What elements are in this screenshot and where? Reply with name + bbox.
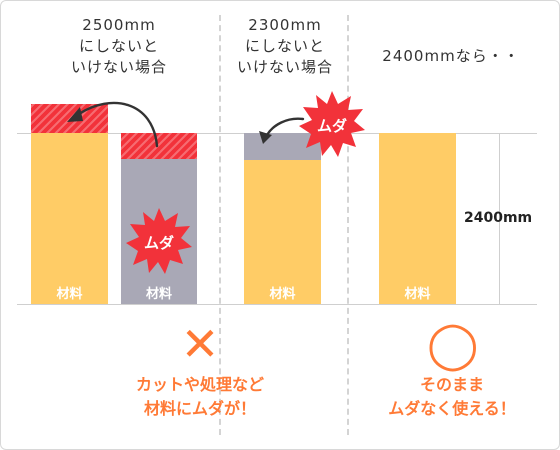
bad-verdict: カットや処理など 材料にムダが！ xyxy=(95,373,305,421)
separator-dashed-line-1 xyxy=(219,15,221,435)
waste-burst-label: ムダ xyxy=(316,117,347,135)
good-verdict-line: ムダなく使える！ xyxy=(388,399,516,418)
curved-arrow-head xyxy=(67,107,83,122)
case1-note-line: いけない場合 xyxy=(70,58,167,76)
case1-note-line: 2500mm xyxy=(82,16,156,34)
good-verdict: そのまま ムダなく使える！ xyxy=(357,373,547,421)
material-bar xyxy=(244,160,321,304)
excess-length-segment xyxy=(31,104,108,133)
base-line xyxy=(17,304,537,305)
material-bar-label: 材料 xyxy=(269,287,296,302)
material-bar xyxy=(379,133,456,304)
case2-note-line: にしないと xyxy=(244,37,325,55)
waste-burst-label: ムダ xyxy=(143,234,174,252)
waste-burst-shape xyxy=(126,208,192,274)
curved-arrow xyxy=(265,117,305,137)
bad-verdict-line: カットや処理など xyxy=(135,375,264,394)
separator-dashed-line-2 xyxy=(347,15,349,435)
material-bar-label: 材料 xyxy=(404,287,431,302)
case1-note-line: にしないと xyxy=(78,37,159,55)
cross-icon: ✕ xyxy=(180,317,220,371)
curved-arrow-head xyxy=(259,131,272,144)
bad-verdict-line: 材料にムダが！ xyxy=(143,399,256,418)
case2-note-line: いけない場合 xyxy=(236,58,333,76)
case2-note: 2300mm にしないと いけない場合 xyxy=(225,15,345,78)
case3-note: 2400mmなら・・ xyxy=(382,47,520,65)
material-bar-label: 材料 xyxy=(56,287,83,302)
length-label: 2400mm xyxy=(464,210,533,226)
good-verdict-line: そのまま xyxy=(419,375,484,394)
circle-icon: ◯ xyxy=(427,317,479,371)
waste-burst-shape xyxy=(299,91,365,157)
case2-note-line: 2300mm xyxy=(248,16,322,34)
wasted-bar-label: 材料 xyxy=(145,287,172,302)
material-bar xyxy=(31,133,108,304)
curved-arrow xyxy=(77,101,159,148)
length-marker-line xyxy=(499,133,500,304)
cut-section-segment xyxy=(121,133,197,159)
case1-note: 2500mm にしないと いけない場合 xyxy=(49,15,189,78)
